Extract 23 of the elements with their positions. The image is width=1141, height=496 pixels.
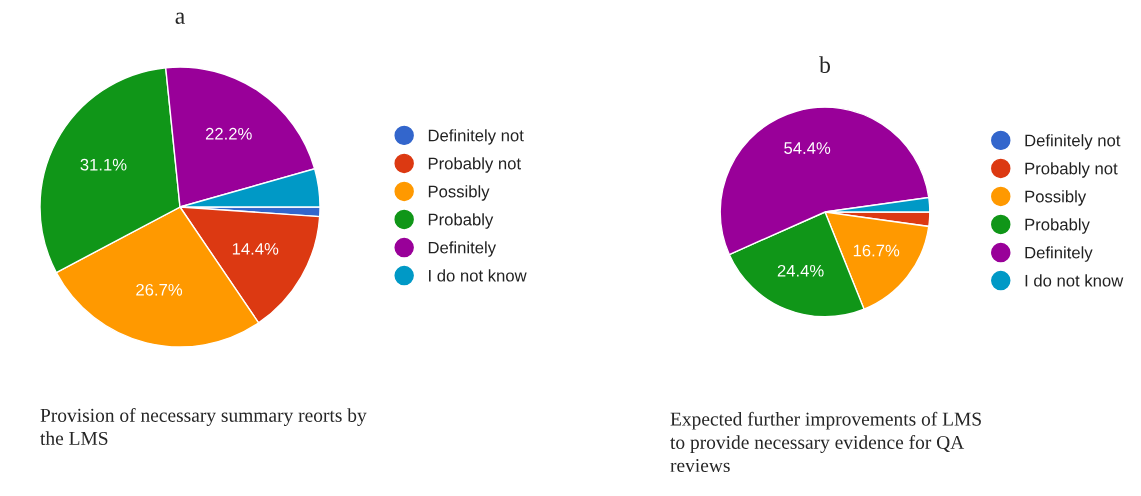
data-label: 14.4% <box>232 243 279 255</box>
legend-label: Definitely not <box>1025 134 1121 150</box>
text: Provision of necessary summary reorts by the LMS <box>40 408 367 445</box>
chart-title: a <box>175 12 185 24</box>
legend-label: Possibly <box>428 185 490 201</box>
data-label: 26.7% <box>136 283 183 296</box>
legend-label: Probably not <box>1025 162 1118 178</box>
data-label: 31.1% <box>80 158 127 171</box>
legend-label: Probably <box>428 213 494 229</box>
chart-title: b <box>819 56 830 73</box>
legend-label: Definitely <box>428 241 497 257</box>
legend-label: I do not know <box>429 269 527 282</box>
legend-label: Definitely not <box>428 129 524 145</box>
legend-label: Probably not <box>428 157 521 173</box>
legend-label: Definitely <box>1025 246 1093 262</box>
text: Expected further improvements of LMS to provide necessary evidence for QA reviews <box>670 411 981 473</box>
data-label: 16.7% <box>853 244 900 257</box>
legend-label: Probably <box>1025 218 1090 234</box>
legend-label: I do not know <box>1025 274 1124 287</box>
data-label: 54.4% <box>784 142 831 154</box>
legend-label: Possibly <box>1025 190 1087 206</box>
data-label: 22.2% <box>205 127 252 140</box>
data-label: 24.4% <box>777 264 824 277</box>
